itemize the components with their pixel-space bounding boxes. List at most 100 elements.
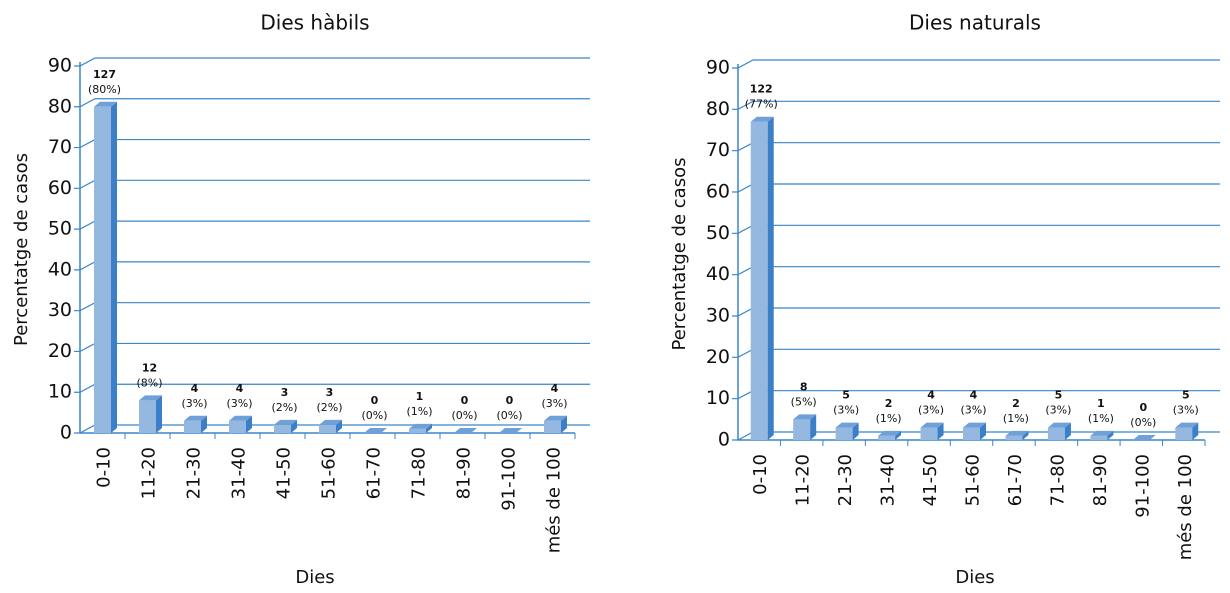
bar (409, 428, 426, 433)
x-tick-label: 31-40 (878, 454, 899, 506)
bar-top (94, 101, 117, 107)
bar (920, 427, 938, 440)
count-label: 1 (1097, 397, 1105, 410)
y-tick-label: 20 (48, 340, 72, 362)
count-label: 0 (506, 394, 514, 407)
value-label: (3%) (918, 404, 944, 417)
bar-side (561, 415, 567, 433)
y-tick-label: 60 (706, 181, 730, 203)
bar-top (878, 430, 902, 436)
value-label: (80%) (88, 83, 121, 96)
bar-top (139, 395, 162, 401)
value-label: (3%) (1173, 404, 1199, 417)
count-label: 4 (970, 389, 978, 402)
y-axis-label: Percentatge de casos (669, 158, 690, 351)
grid-line (74, 342, 590, 353)
value-label: (3%) (226, 397, 252, 410)
value-label: (1%) (1003, 412, 1029, 425)
count-label: 8 (800, 380, 808, 393)
bar-side (1022, 430, 1029, 440)
count-label: 4 (191, 382, 199, 395)
y-tick-label: 0 (718, 429, 730, 451)
x-tick-label: 11-20 (793, 454, 814, 506)
value-label: (1%) (1088, 412, 1114, 425)
bar-side (895, 430, 902, 440)
count-label: 3 (281, 386, 289, 399)
grid-line (732, 266, 1220, 276)
value-label: (2%) (316, 401, 342, 414)
bar (139, 400, 156, 433)
bar-side (767, 116, 774, 440)
bar-side (810, 414, 817, 440)
count-label: 0 (461, 394, 469, 407)
count-label: 2 (885, 397, 893, 410)
bar-top (274, 419, 297, 425)
bar-side (336, 419, 342, 433)
bar (1047, 427, 1065, 440)
grid-line (732, 59, 1220, 69)
x-tick-label: 41-50 (920, 454, 941, 506)
count-label: 0 (371, 394, 379, 407)
count-label: 4 (236, 382, 244, 395)
count-label: 3 (326, 386, 334, 399)
bar (1175, 427, 1193, 440)
bar-side (937, 422, 944, 440)
x-tick-label: 0-10 (94, 447, 115, 488)
x-axis-label: Dies (955, 567, 994, 588)
count-label: 4 (551, 382, 559, 395)
count-label: 127 (93, 68, 116, 81)
bar (94, 106, 111, 434)
count-label: 0 (1139, 401, 1147, 414)
x-tick-label: 51-60 (963, 454, 984, 506)
y-tick-label: 30 (48, 299, 72, 321)
bar-top (499, 428, 522, 433)
y-tick-label: 50 (706, 222, 730, 244)
bar (963, 427, 980, 440)
bar-side (426, 423, 432, 433)
grid-line (732, 348, 1220, 358)
x-tick-label: 81-90 (454, 447, 475, 499)
bar-side (291, 419, 297, 433)
x-tick-label: 61-70 (1005, 454, 1026, 506)
bar-top (319, 419, 342, 425)
grid-line (732, 431, 1220, 441)
count-label: 1 (416, 390, 424, 403)
y-tick-label: 70 (48, 136, 72, 158)
bar-top (963, 422, 986, 428)
count-label: 12 (142, 361, 157, 374)
value-label: (3%) (541, 397, 567, 410)
y-tick-label: 0 (60, 422, 72, 444)
bar-side (1107, 430, 1114, 440)
bar-top (544, 415, 567, 421)
y-tick-label: 30 (706, 305, 730, 327)
value-label: (0%) (496, 409, 522, 422)
grid-line (74, 302, 590, 312)
x-tick-label: 91-100 (1132, 454, 1153, 518)
x-tick-label: 61-70 (364, 447, 385, 499)
y-tick-label: 60 (48, 177, 72, 199)
y-tick-label: 90 (706, 57, 730, 79)
bar (878, 435, 896, 440)
x-tick-label: 71-80 (409, 447, 430, 499)
bar (1090, 435, 1108, 440)
bar (544, 420, 561, 433)
y-tick-label: 10 (706, 387, 730, 409)
grid-line (732, 142, 1220, 152)
value-label: (3%) (960, 404, 986, 417)
x-tick-label: 91-100 (499, 447, 520, 511)
x-axis-label: Dies (295, 567, 334, 588)
grid-line (732, 224, 1220, 234)
grid-line (74, 383, 590, 393)
y-axis-label: Percentatge de casos (11, 153, 32, 346)
x-tick-label: 71-80 (1047, 454, 1068, 506)
bar-top (1047, 422, 1071, 428)
bar (274, 424, 291, 433)
grid-line (732, 307, 1220, 317)
bar-top (409, 423, 432, 429)
x-tick-label: 21-30 (184, 447, 205, 499)
count-label: 5 (1182, 389, 1190, 402)
grid-line (74, 424, 590, 434)
count-label: 4 (927, 389, 935, 402)
y-tick-label: 50 (48, 218, 72, 240)
